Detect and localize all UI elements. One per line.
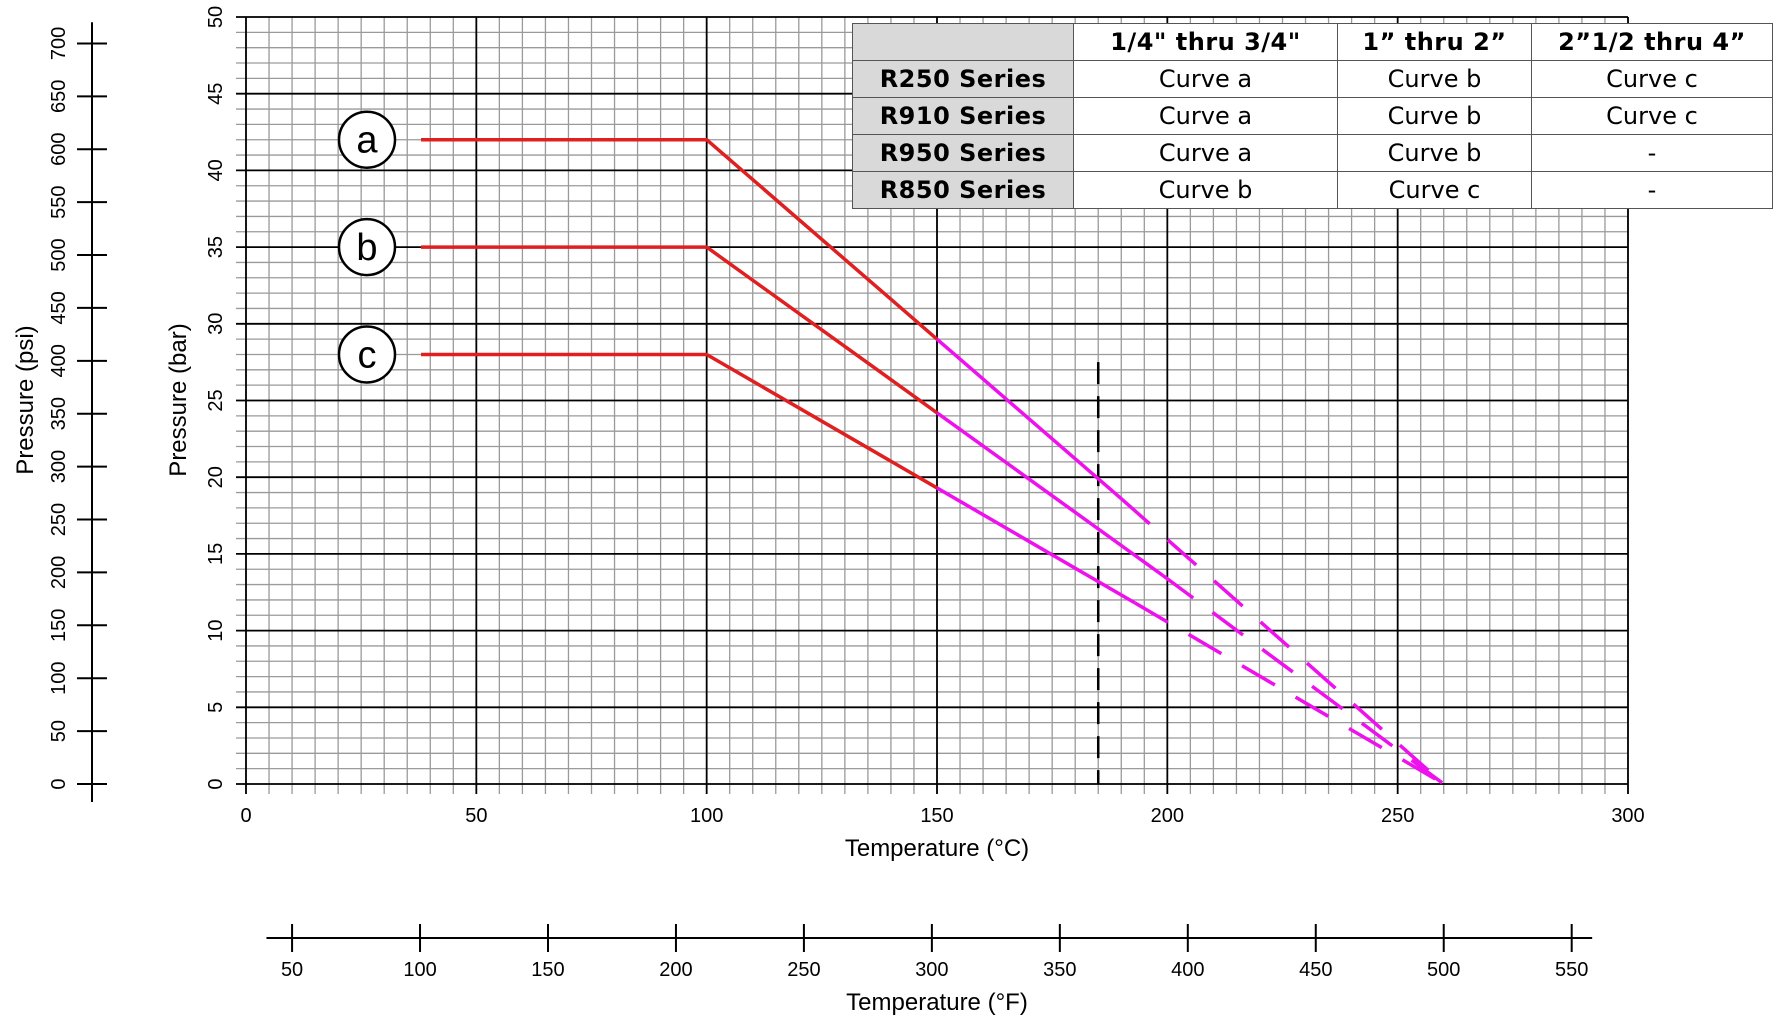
psi-tick-label: 100	[48, 662, 70, 695]
psi-tick-label: 400	[48, 344, 70, 377]
curve-a-dashed-line	[1120, 497, 1445, 786]
curve-a-line	[421, 137, 939, 341]
table-cell: Curve b	[1073, 171, 1338, 209]
fahrenheit-tick-label: 250	[787, 959, 820, 981]
x-tick-label: 300	[1611, 805, 1644, 827]
psi-tick-label: 600	[48, 133, 70, 166]
psi-tick-label: 300	[48, 450, 70, 483]
psi-tick-label: 500	[48, 238, 70, 271]
curve-b-high-temp-line	[935, 411, 1164, 577]
curve-b-label-circle	[337, 217, 397, 277]
curve-a-high-temp-line	[935, 337, 1123, 500]
psi-tick-label: 250	[48, 503, 70, 536]
series-name-cell: R250 Series	[852, 60, 1074, 98]
psi-tick-label: 650	[48, 80, 70, 113]
table-cell: Curve b	[1337, 134, 1532, 172]
psi-tick-label: 200	[48, 556, 70, 589]
table-corner-cell	[852, 23, 1074, 61]
psi-axis: 0 50 100 150 200 250 300 350 400 450 500 550 600 650 7…	[48, 22, 107, 802]
fahrenheit-axis: 50 100 150 200 250 300 350 400 450 500 550	[266, 924, 1593, 981]
fahrenheit-tick-label: 150	[531, 959, 564, 981]
x-axis-title: Temperature (°C)	[845, 835, 1029, 862]
table-header-cell: 2”1/2 thru 4”	[1531, 23, 1773, 61]
table-row: R910 Series Curve a Curve b Curve c	[852, 97, 1773, 135]
y-axis-title: Pressure (bar)	[165, 323, 192, 476]
curves	[421, 137, 1445, 786]
curve-b-label: b	[356, 227, 377, 269]
table-row: R850 Series Curve b Curve c -	[852, 171, 1773, 209]
y-tick-label: 30	[205, 313, 227, 335]
secondary-x-axis-title: Temperature (°F)	[846, 989, 1028, 1016]
x-tick-label: 50	[465, 805, 487, 827]
fahrenheit-tick-label: 50	[281, 959, 303, 981]
fahrenheit-tick-label: 300	[915, 959, 948, 981]
psi-tick-label: 700	[48, 27, 70, 60]
curve-c-label-circle	[337, 325, 397, 384]
table-cell: -	[1531, 171, 1773, 209]
y-tick-label: 35	[205, 236, 227, 258]
secondary-y-axis-title: Pressure (psi)	[12, 325, 39, 474]
table-cell: Curve b	[1337, 97, 1532, 135]
table-cell: Curve c	[1531, 60, 1773, 98]
curve-a-label-circle	[337, 110, 397, 169]
table-header-cell: 1” thru 2”	[1337, 23, 1532, 61]
y-tick-label: 5	[205, 702, 227, 713]
y-tick-label: 50	[205, 6, 227, 28]
y-tick-label: 10	[205, 619, 227, 641]
main-tick-labels: 0 50 100 150 200 250 300 0 5 10 15 20 25 30 35 40 45 50	[205, 6, 1645, 827]
fahrenheit-tick-label: 550	[1555, 959, 1588, 981]
y-tick-label: 15	[205, 543, 227, 565]
curve-a-label: a	[356, 120, 378, 162]
table-header-cell: 1/4" thru 3/4"	[1073, 23, 1338, 61]
psi-tick-label: 0	[48, 778, 70, 789]
series-name-cell: R910 Series	[852, 97, 1074, 135]
fahrenheit-tick-label: 450	[1299, 959, 1332, 981]
psi-tick-label: 550	[48, 185, 70, 218]
curve-c-line	[421, 352, 938, 490]
curve-labels: a b c	[337, 110, 397, 384]
fahrenheit-tick-label: 100	[403, 959, 436, 981]
series-curve-table: 1/4" thru 3/4" 1” thru 2” 2”1/2 thru 4” …	[852, 23, 1773, 209]
table-header-row: 1/4" thru 3/4" 1” thru 2” 2”1/2 thru 4”	[852, 23, 1773, 61]
y-tick-label: 45	[205, 83, 227, 105]
x-tick-label: 150	[920, 805, 953, 827]
major-grid	[236, 16, 1629, 794]
y-tick-label: 20	[205, 466, 227, 488]
x-tick-label: 250	[1381, 805, 1414, 827]
psi-tick-label: 150	[48, 609, 70, 642]
table-row: R250 Series Curve a Curve b Curve c	[852, 60, 1773, 98]
table-cell: Curve b	[1337, 60, 1532, 98]
fahrenheit-tick-label: 200	[659, 959, 692, 981]
series-name-cell: R950 Series	[852, 134, 1074, 172]
table-cell: -	[1531, 134, 1773, 172]
y-tick-label: 40	[205, 159, 227, 181]
curve-c-label: c	[358, 334, 377, 376]
curve-c-high-temp-line	[936, 486, 1136, 605]
series-name-cell: R850 Series	[852, 171, 1074, 209]
table-cell: Curve a	[1073, 97, 1338, 135]
table-cell: Curve a	[1073, 60, 1338, 98]
psi-tick-label: 350	[48, 397, 70, 430]
psi-tick-label: 50	[48, 720, 70, 742]
x-tick-label: 0	[240, 805, 251, 827]
y-tick-label: 25	[205, 389, 227, 411]
x-tick-label: 200	[1151, 805, 1184, 827]
table-cell: Curve c	[1337, 171, 1532, 209]
table-cell: Curve a	[1073, 134, 1338, 172]
table-cell: Curve c	[1531, 97, 1773, 135]
fahrenheit-tick-label: 350	[1043, 959, 1076, 981]
y-tick-label: 0	[205, 778, 227, 789]
fahrenheit-tick-label: 500	[1427, 959, 1460, 981]
curve-b-line	[421, 245, 939, 415]
x-tick-label: 100	[690, 805, 723, 827]
table-row: R950 Series Curve a Curve b -	[852, 134, 1773, 172]
fahrenheit-tick-label: 400	[1171, 959, 1204, 981]
psi-tick-label: 450	[48, 291, 70, 324]
